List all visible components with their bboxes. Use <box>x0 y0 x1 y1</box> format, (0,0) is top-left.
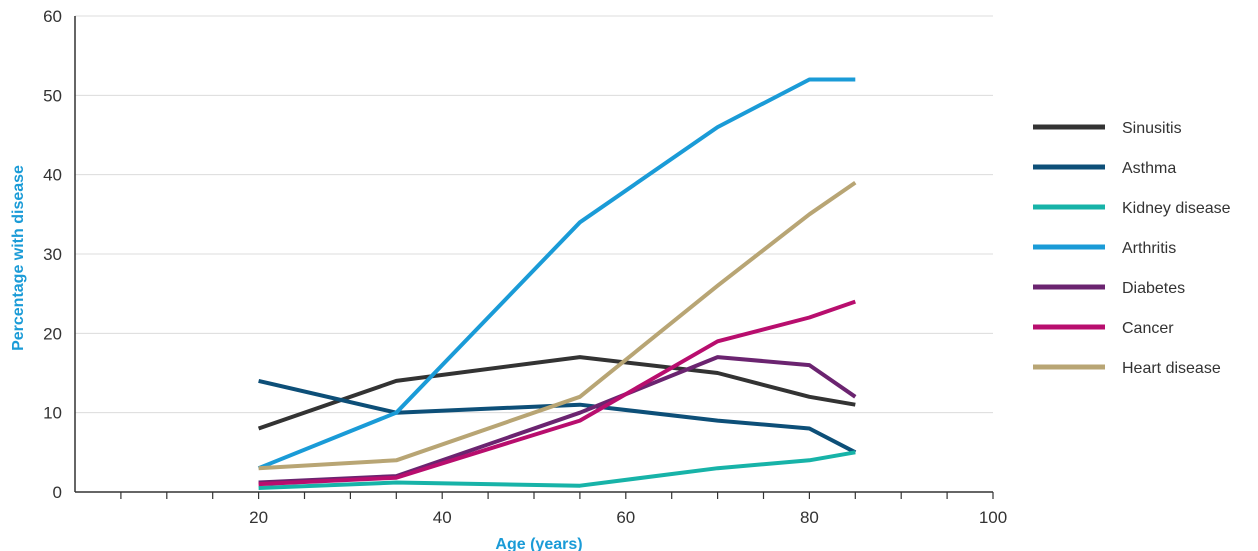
x-tick-label: 40 <box>433 508 452 527</box>
x-axis-title: Age (years) <box>495 536 582 551</box>
y-tick-label: 40 <box>43 166 62 185</box>
y-tick-label: 0 <box>53 483 62 502</box>
series-line-sinusitis <box>257 355 856 431</box>
legend-item-diabetes: Diabetes <box>1033 280 1185 297</box>
y-tick-label: 20 <box>43 324 62 343</box>
legend-item-sinusitis: Sinusitis <box>1033 120 1182 137</box>
series-line-kidney-disease <box>258 450 856 490</box>
x-axis-ticks: 20 40 60 80 100 <box>120 492 1007 527</box>
x-tick-label: 60 <box>616 508 635 527</box>
legend-label: Cancer <box>1122 320 1174 337</box>
legend-item-asthma: Asthma <box>1033 160 1176 177</box>
y-tick-label: 50 <box>43 86 62 105</box>
legend-label: Heart disease <box>1122 360 1221 377</box>
y-axis-title: Percentage with disease <box>10 165 27 351</box>
gridlines <box>75 15 993 414</box>
y-axis-ticks: 0 10 20 30 40 50 60 <box>43 7 62 502</box>
legend-item-arthritis: Arthritis <box>1033 240 1176 257</box>
x-tick-label: 20 <box>249 508 268 527</box>
legend-item-cancer: Cancer <box>1033 320 1174 337</box>
series-line-cancer <box>258 299 856 487</box>
series-lines <box>257 77 857 490</box>
x-tick-label: 80 <box>800 508 819 527</box>
legend-label: Kidney disease <box>1122 200 1231 217</box>
series-line-asthma <box>258 378 857 455</box>
y-tick-label: 60 <box>43 7 62 26</box>
y-tick-label: 10 <box>43 404 62 423</box>
legend-label: Arthritis <box>1122 240 1176 257</box>
legend-label: Sinusitis <box>1122 120 1182 137</box>
legend-label: Diabetes <box>1122 280 1185 297</box>
y-tick-label: 30 <box>43 245 62 264</box>
series-line-arthritis <box>257 77 856 471</box>
legend-item-kidney-disease: Kidney disease <box>1033 200 1231 217</box>
legend-item-heart-disease: Heart disease <box>1033 360 1221 377</box>
x-tick-label: 100 <box>979 508 1007 527</box>
legend-label: Asthma <box>1122 160 1176 177</box>
series-line-heart-disease <box>258 180 857 471</box>
legend: Sinusitis Asthma Kidney disease Arthritis Di… <box>1033 120 1231 377</box>
